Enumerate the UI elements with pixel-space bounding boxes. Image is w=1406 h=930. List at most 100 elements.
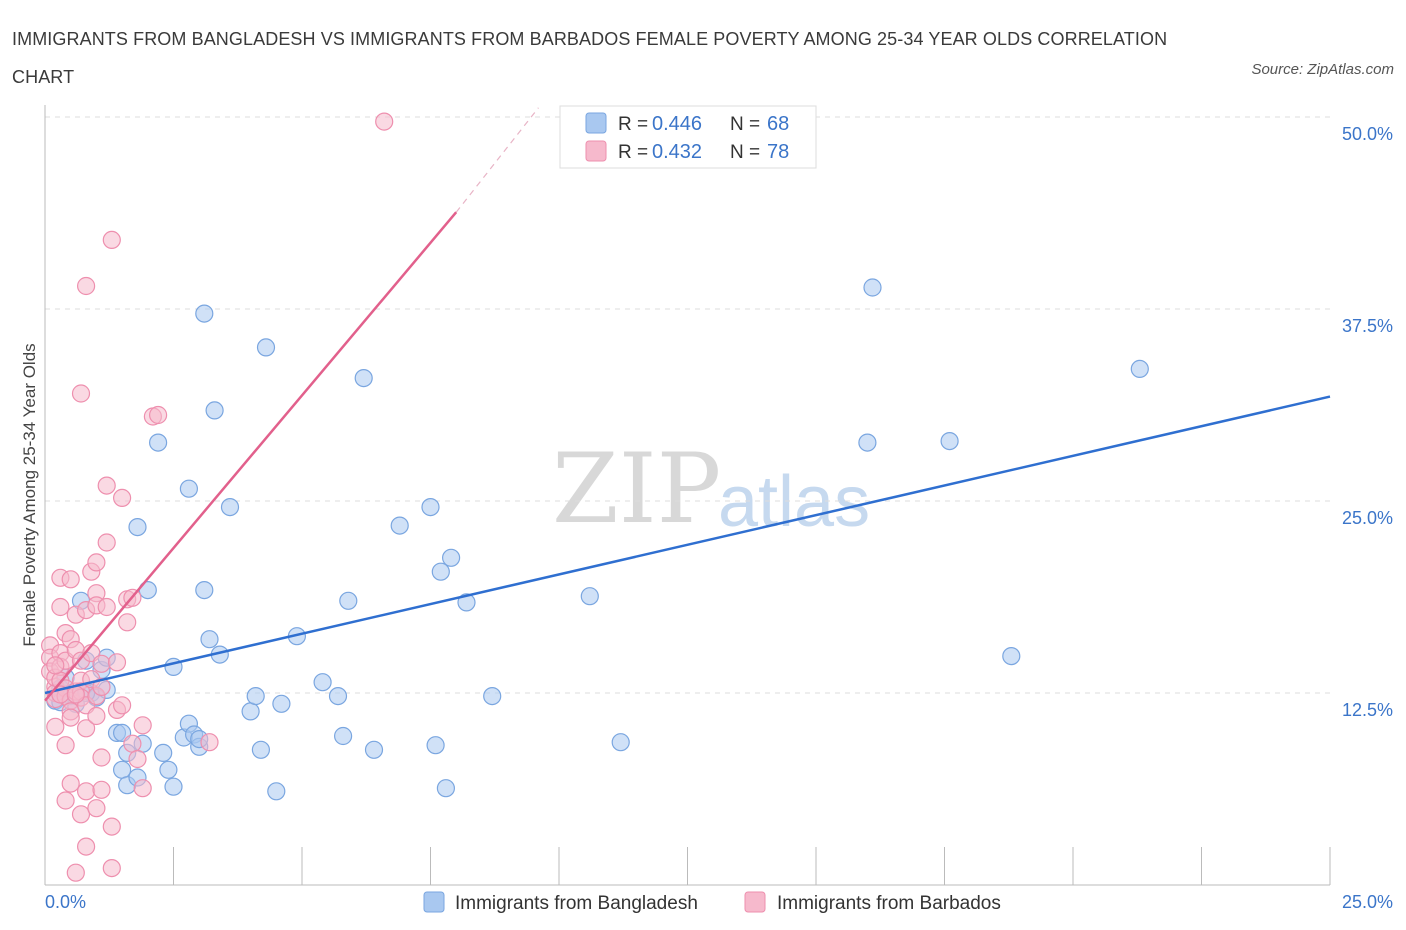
barbados-point — [46, 717, 65, 736]
barbados-point — [92, 780, 111, 799]
bangladesh-point — [164, 777, 183, 796]
legend-r-label-barbados: R = — [618, 142, 648, 163]
bangladesh-point — [220, 498, 240, 517]
bangladesh-point — [313, 673, 332, 692]
barbados-point — [66, 863, 85, 882]
barbados-point — [97, 533, 116, 552]
barbados-point — [133, 779, 152, 798]
barbados-point — [123, 734, 142, 753]
watermark-zip: ZIP — [552, 433, 721, 545]
bangladesh-point — [256, 338, 276, 357]
barbados-point — [149, 405, 168, 425]
x-tick-label-min: 0.0% — [45, 892, 86, 912]
barbados-point — [133, 716, 152, 735]
barbados-point — [375, 112, 394, 131]
legend-box: R = 0.446 N = 68 R = 0.432 N = 78 — [559, 105, 817, 169]
legend-r-value-barbados: 0.432 — [652, 141, 702, 163]
barbados-point — [76, 837, 96, 856]
x-tick-label-max: 25.0% — [1342, 892, 1393, 912]
barbados-point — [56, 736, 75, 755]
bangladesh-point — [1130, 359, 1149, 378]
bangladesh-point — [241, 702, 260, 721]
bangladesh-point — [112, 760, 132, 779]
barbados-regression-line — [44, 211, 458, 702]
barbados-point — [92, 654, 111, 673]
bangladesh-point — [195, 580, 214, 600]
bangladesh-point — [364, 740, 384, 759]
bangladesh-point — [354, 369, 373, 388]
barbados-point — [87, 706, 106, 726]
bangladesh-point — [940, 432, 959, 451]
bangladesh-regression-line — [44, 395, 1331, 695]
barbados-point — [87, 553, 106, 572]
bangladesh-point — [436, 779, 455, 798]
legend-n-label-barbados: N = — [730, 142, 760, 163]
bangladesh-point — [246, 686, 265, 706]
barbados-point — [76, 719, 96, 738]
barbados-point — [92, 748, 111, 767]
barbados-point — [102, 817, 121, 836]
bangladesh-point — [431, 562, 450, 581]
barbados-point — [76, 782, 96, 801]
bangladesh-point — [580, 587, 599, 606]
bangladesh-point — [483, 686, 502, 706]
axes — [44, 105, 1331, 886]
bangladesh-point — [154, 743, 173, 763]
barbados-point — [87, 799, 106, 818]
barbados-point — [71, 384, 91, 403]
barbados-point — [56, 791, 75, 810]
bangladesh-point — [421, 498, 440, 517]
barbados-point — [46, 656, 65, 675]
bangladesh-point — [149, 433, 168, 452]
bottom-legend-swatch-barbados — [744, 891, 766, 913]
barbados-point — [107, 653, 127, 672]
legend-n-value-barbados: 78 — [767, 141, 789, 163]
bangladesh-point — [159, 760, 178, 779]
bangladesh-point — [390, 516, 409, 535]
barbados-point — [128, 749, 147, 769]
legend-n-value-bangladesh: 68 — [767, 113, 789, 135]
bangladesh-point — [272, 694, 291, 713]
bottom-legend-swatch-bangladesh — [423, 891, 445, 913]
barbados-point — [71, 805, 91, 824]
barbados-point — [200, 733, 219, 752]
y-tick-label-12-5: 12.5% — [1342, 700, 1393, 720]
barbados-point — [112, 696, 132, 715]
regression-lines — [44, 107, 1331, 702]
bangladesh-point — [863, 278, 882, 297]
bangladesh-point — [251, 740, 270, 759]
legend-r-value-bangladesh: 0.446 — [652, 113, 702, 135]
bangladesh-point — [426, 736, 445, 755]
barbados-point — [76, 276, 96, 296]
bangladesh-point — [457, 593, 476, 612]
bangladesh-point — [1002, 646, 1021, 666]
bangladesh-point — [267, 782, 286, 801]
barbados-point — [102, 230, 121, 249]
barbados-point — [61, 774, 80, 793]
barbados-regression-extension — [455, 107, 539, 213]
barbados-point — [112, 488, 132, 507]
y-tick-label-50: 50.0% — [1342, 124, 1393, 144]
barbados-point — [97, 597, 116, 617]
bangladesh-point — [611, 733, 630, 752]
watermark-atlas: atlas — [718, 462, 870, 542]
bottom-legend: Immigrants from Bangladesh Immigrants fr… — [423, 891, 1001, 914]
y-axis-title: Female Poverty Among 25-34 Year Olds — [20, 343, 39, 646]
chart-title: IMMIGRANTS FROM BANGLADESH VS IMMIGRANTS… — [12, 29, 1168, 87]
bangladesh-point — [195, 304, 214, 323]
y-tick-label-37-5: 37.5% — [1342, 316, 1393, 336]
barbados-point — [102, 858, 121, 878]
bangladesh-point — [442, 548, 461, 567]
bangladesh-point — [128, 517, 147, 537]
barbados-point — [118, 613, 137, 632]
legend-n-label-bangladesh: N = — [730, 114, 760, 135]
barbados-point — [51, 597, 70, 617]
bangladesh-point — [328, 686, 348, 706]
bangladesh-point — [858, 433, 877, 452]
bangladesh-point — [205, 401, 224, 420]
bottom-legend-label-barbados: Immigrants from Barbados — [777, 893, 1001, 914]
legend-r-label-bangladesh: R = — [618, 114, 648, 135]
gridlines — [45, 116, 1330, 694]
barbados-point — [61, 570, 80, 589]
